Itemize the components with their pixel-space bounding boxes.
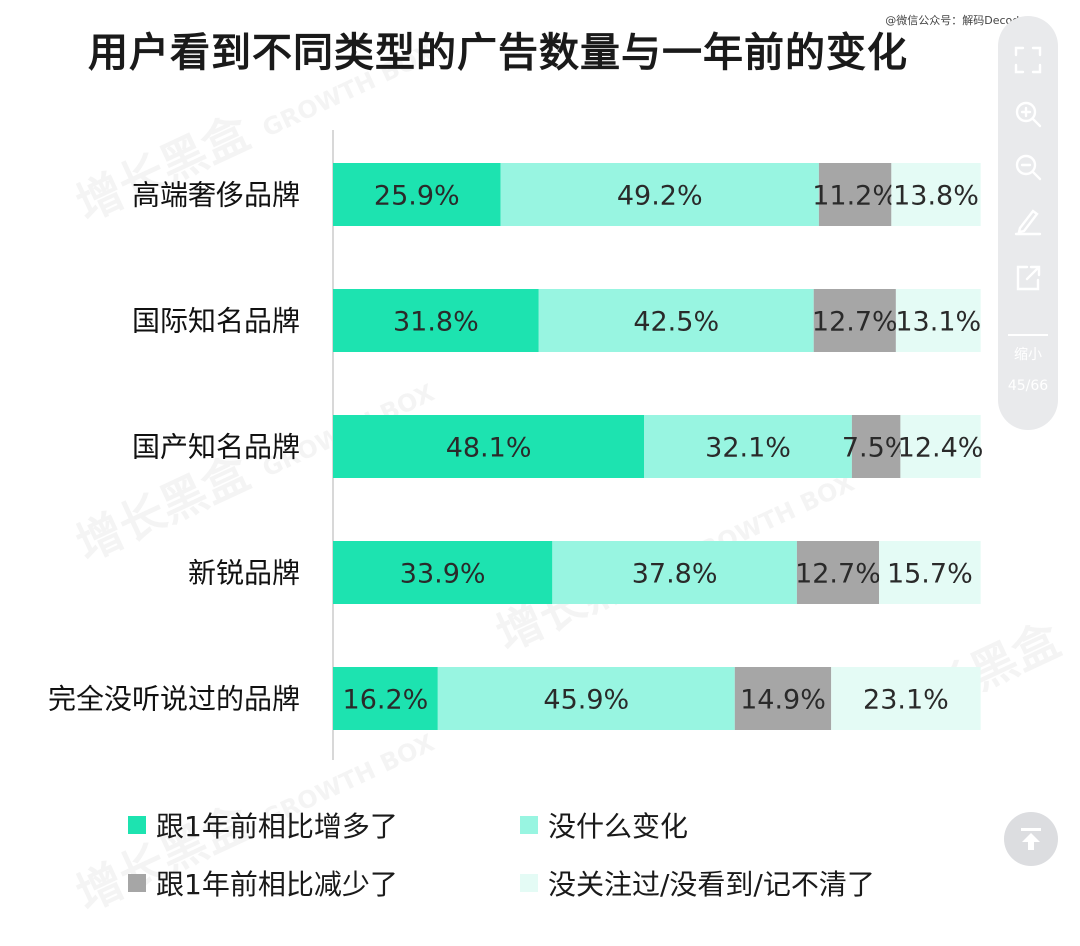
share-icon[interactable] — [1010, 260, 1046, 296]
data-label: 14.9% — [740, 685, 826, 716]
legend-item: 跟1年前相比减少了 — [128, 863, 398, 903]
data-label: 13.1% — [895, 307, 981, 338]
bar-segment — [818, 163, 892, 226]
bar-segment — [851, 415, 901, 478]
data-label: 48.1% — [446, 433, 532, 464]
data-label: 45.9% — [543, 685, 629, 716]
bar-segment — [831, 667, 981, 730]
legend-label: 没什么变化 — [548, 810, 689, 843]
data-label: 37.8% — [632, 559, 718, 590]
bar-segment — [333, 415, 645, 478]
pen-icon[interactable] — [1010, 203, 1046, 239]
legend-swatch — [520, 816, 538, 834]
category-label: 新锐品牌 — [188, 557, 300, 590]
legend-swatch — [128, 816, 146, 834]
bar-segment — [879, 541, 981, 604]
legend-item: 没关注过/没看到/记不清了 — [520, 863, 875, 903]
source-credit: @微信公众号：解码Decode — [885, 14, 1026, 27]
legend-item: 没什么变化 — [520, 805, 688, 845]
data-label: 12.7% — [812, 307, 898, 338]
legend-label: 没关注过/没看到/记不清了 — [548, 868, 875, 901]
category-label: 国际知名品牌 — [132, 305, 300, 338]
zoom-in-icon[interactable] — [1010, 96, 1046, 132]
data-label: 11.2% — [812, 181, 898, 212]
category-label: 完全没听说过的品牌 — [48, 683, 300, 716]
data-label: 13.8% — [893, 181, 979, 212]
category-label: 高端奢侈品牌 — [132, 179, 300, 212]
data-label: 32.1% — [705, 433, 791, 464]
data-label: 25.9% — [374, 181, 460, 212]
stacked-bar-chart: 高端奢侈品牌 25.9% 49.2% 11.2%13.8% 国际知名品牌 31.8% 42.… — [48, 130, 983, 760]
bar-segment — [895, 289, 981, 352]
bar-segment — [500, 163, 819, 226]
bar-segment — [538, 289, 814, 352]
bar-segment — [891, 163, 981, 226]
data-label: 12.4% — [898, 433, 984, 464]
bar-segment — [333, 667, 438, 730]
legend-label: 跟1年前相比减少了 — [156, 868, 398, 901]
category-label: 国产知名品牌 — [132, 431, 300, 464]
chart-title: 用户看到不同类型的广告数量与一年前的变化 — [88, 30, 908, 76]
bar-segment — [552, 541, 797, 604]
data-label: 12.7% — [795, 559, 881, 590]
bar-segment — [796, 541, 880, 604]
data-label: 16.2% — [343, 685, 429, 716]
fullscreen-icon[interactable] — [1010, 42, 1046, 78]
legend-label: 跟1年前相比增多了 — [156, 810, 398, 843]
data-label: 33.9% — [400, 559, 486, 590]
viewer-toolbar: 缩小 45/66 — [998, 16, 1058, 430]
back-to-top-button[interactable] — [1004, 812, 1058, 866]
data-label: 23.1% — [863, 685, 949, 716]
arrow-up-icon — [1021, 828, 1041, 850]
bar-segment — [437, 667, 735, 730]
bar-segment — [813, 289, 896, 352]
data-label: 49.2% — [617, 181, 703, 212]
data-label: 15.7% — [887, 559, 973, 590]
data-label: 31.8% — [393, 307, 479, 338]
bar-segment — [333, 163, 501, 226]
bar-segment — [333, 289, 539, 352]
shrink-button[interactable]: 缩小 — [1014, 347, 1042, 363]
bars-layer: 高端奢侈品牌 25.9% 49.2% 11.2%13.8% 国际知名品牌 31.8% 42.… — [48, 163, 983, 730]
page-indicator: 45/66 — [1007, 378, 1049, 394]
legend-swatch — [128, 874, 146, 892]
legend-swatch — [520, 874, 538, 892]
data-label: 7.5% — [842, 433, 911, 464]
bar-segment — [644, 415, 852, 478]
bar-segment — [900, 415, 981, 478]
bar-segment — [734, 667, 832, 730]
data-label: 42.5% — [633, 307, 719, 338]
toolbar-divider — [1008, 334, 1048, 336]
bar-segment — [333, 541, 553, 604]
zoom-out-icon[interactable] — [1010, 149, 1046, 185]
legend-item: 跟1年前相比增多了 — [128, 805, 398, 845]
